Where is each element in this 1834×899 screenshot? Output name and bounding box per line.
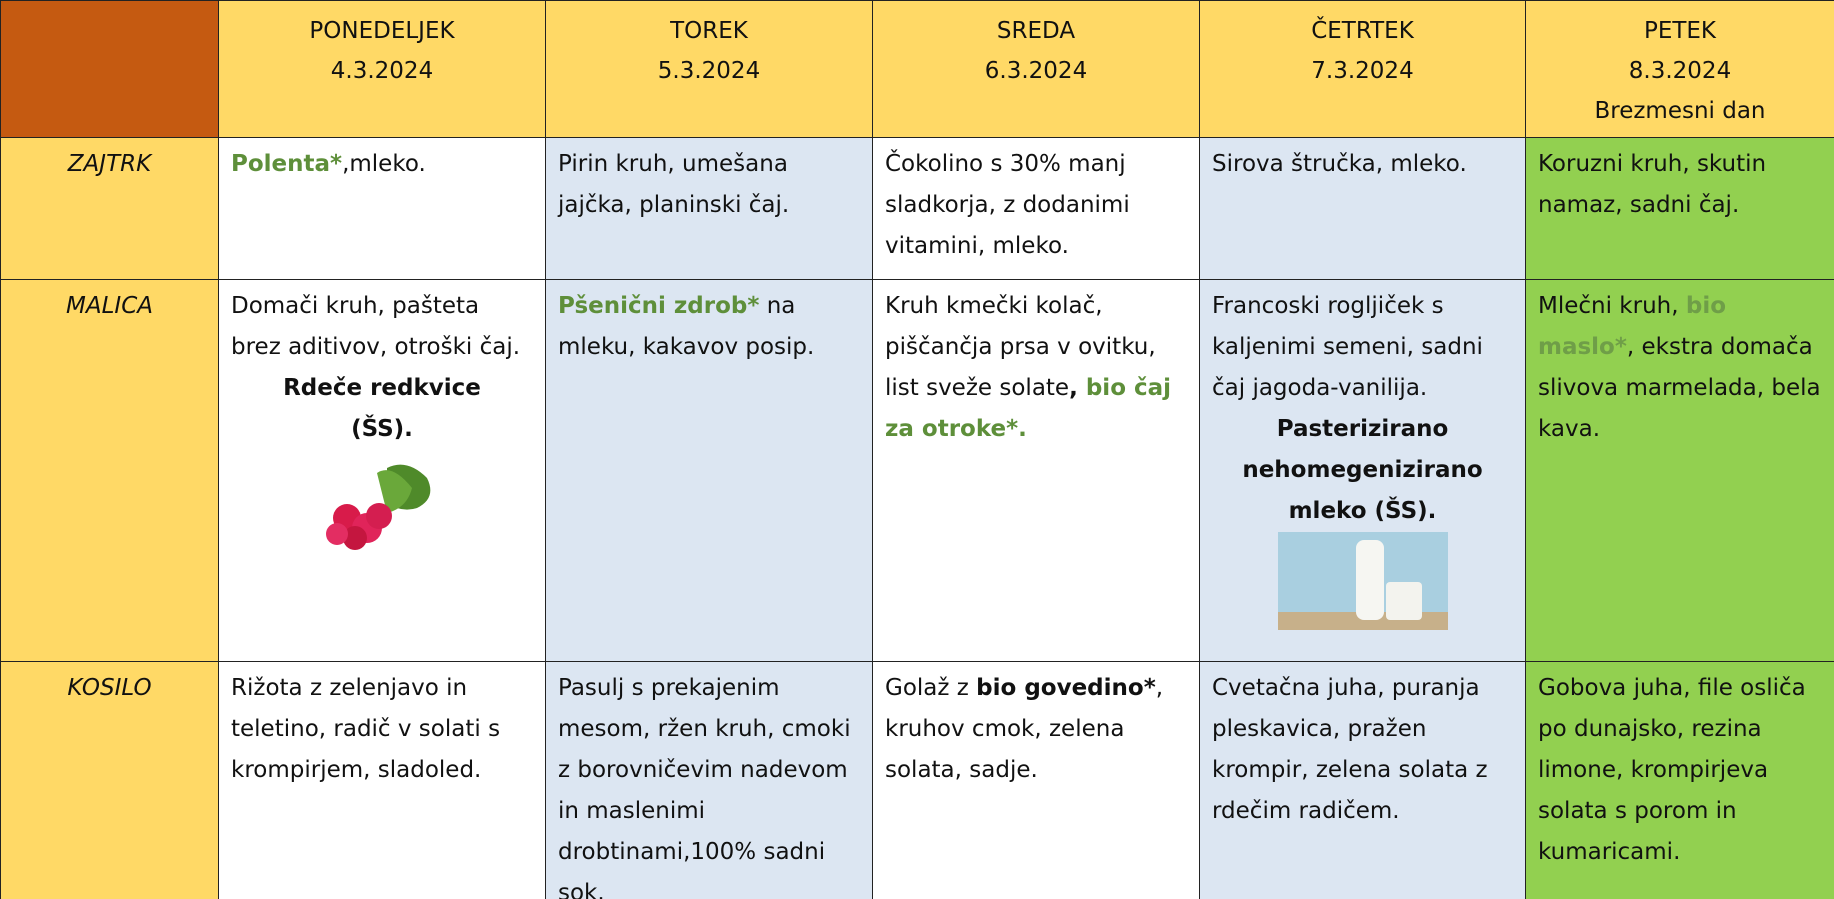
meal-row: MALICA Domači kruh, pašteta brez aditivo… bbox=[0, 279, 1834, 662]
menu-cell: Rižota z zelenjavo in teletino, radič v … bbox=[218, 661, 546, 899]
school-scheme-item: Pasterizirano nehomegenizirano mleko (ŠS… bbox=[1242, 416, 1483, 524]
menu-text: na mleku, kakavov posip. bbox=[558, 293, 815, 360]
menu-cell: Polenta*,mleko. bbox=[218, 137, 546, 280]
menu-text: , kruhov cmok, zelena solata, sadje. bbox=[885, 675, 1164, 783]
day-date: 4.3.2024 bbox=[330, 58, 434, 84]
menu-text: Pasulj s prekajenim mesom, ržen kruh, cm… bbox=[558, 675, 851, 899]
corner-cell bbox=[0, 0, 219, 138]
menu-text: Sirova štručka, mleko. bbox=[1212, 151, 1467, 177]
meal-row: KOSILO Rižota z zelenjavo in teletino, r… bbox=[0, 661, 1834, 899]
menu-text: Gobova juha, file osliča po dunajsko, re… bbox=[1538, 675, 1806, 865]
day-header: SREDA 6.3.2024 bbox=[872, 0, 1200, 138]
day-name: ČETRTEK bbox=[1311, 18, 1414, 44]
day-header: PONEDELJEK 4.3.2024 bbox=[218, 0, 546, 138]
menu-cell: Pasulj s prekajenim mesom, ržen kruh, cm… bbox=[545, 661, 873, 899]
menu-cell: Francoski rogljiček s kaljenimi semeni, … bbox=[1199, 279, 1526, 662]
meal-row: ZAJTRK Polenta*,mleko. Pirin kruh, umeša… bbox=[0, 137, 1834, 280]
menu-text: Mlečni kruh, bbox=[1538, 293, 1686, 319]
day-date: 8.3.2024 bbox=[1628, 58, 1732, 84]
day-header: TOREK 5.3.2024 bbox=[545, 0, 873, 138]
menu-cell: Pirin kruh, umešana jajčka, planinski ča… bbox=[545, 137, 873, 280]
menu-text: , ekstra domača slivova marmelada, bela … bbox=[1538, 334, 1821, 442]
radish-image bbox=[326, 464, 431, 550]
day-name: SREDA bbox=[996, 18, 1076, 44]
menu-cell: Pšenični zdrob* na mleku, kakavov posip. bbox=[545, 279, 873, 662]
day-name: TOREK bbox=[670, 18, 748, 44]
menu-text: Domači kruh, pašteta brez aditivov, otro… bbox=[231, 293, 521, 360]
organic-item: bio maslo* bbox=[1538, 293, 1727, 360]
menu-cell: Kruh kmečki kolač, piščančja prsa v ovit… bbox=[872, 279, 1200, 662]
day-name: PETEK bbox=[1643, 18, 1717, 44]
menu-cell: Domači kruh, pašteta brez aditivov, otro… bbox=[218, 279, 546, 662]
meal-label: MALICA bbox=[0, 279, 219, 662]
menu-text: Golaž z bbox=[885, 675, 977, 701]
day-date: 5.3.2024 bbox=[657, 58, 761, 84]
menu-cell: Mlečni kruh, bio maslo*, ekstra domača s… bbox=[1525, 279, 1834, 662]
school-scheme-item: Rdeče redkvice (ŠS). bbox=[283, 375, 481, 442]
menu-text: Kruh kmečki kolač, piščančja prsa v ovit… bbox=[885, 293, 1156, 401]
organic-item: bio čaj za otroke*. bbox=[885, 375, 1172, 442]
day-note: Brezmesni dan bbox=[1594, 98, 1766, 124]
meal-label: KOSILO bbox=[0, 661, 219, 899]
menu-cell: Gobova juha, file osliča po dunajsko, re… bbox=[1525, 661, 1834, 899]
menu-cell: Koruzni kruh, skutin namaz, sadni čaj. bbox=[1525, 137, 1834, 280]
menu-cell: Cvetačna juha, puranja pleskavica, praže… bbox=[1199, 661, 1526, 899]
organic-item: Polenta* bbox=[231, 151, 343, 177]
menu-text: Rižota z zelenjavo in teletino, radič v … bbox=[231, 675, 501, 783]
menu-text: Francoski rogljiček s kaljenimi semeni, … bbox=[1212, 293, 1483, 401]
day-date: 6.3.2024 bbox=[984, 58, 1088, 84]
menu-cell: Golaž z bio govedino*, kruhov cmok, zele… bbox=[872, 661, 1200, 899]
menu-text: ,mleko. bbox=[342, 151, 426, 177]
milk-image bbox=[1277, 532, 1448, 630]
meal-label: ZAJTRK bbox=[0, 137, 219, 280]
menu-text: Pirin kruh, umešana jajčka, planinski ča… bbox=[558, 151, 790, 218]
menu-text: , bbox=[1069, 375, 1086, 401]
header-row: PONEDELJEK 4.3.2024 TOREK 5.3.2024 SREDA 6.… bbox=[0, 0, 1834, 138]
day-header: ČETRTEK 7.3.2024 bbox=[1199, 0, 1526, 138]
menu-cell: Čokolino s 30% manj sladkorja, z dodanim… bbox=[872, 137, 1200, 280]
day-name: PONEDELJEK bbox=[309, 18, 455, 44]
menu-text: Koruzni kruh, skutin namaz, sadni čaj. bbox=[1538, 151, 1767, 218]
organic-item: Pšenični zdrob* bbox=[558, 293, 760, 319]
day-header: PETEK 8.3.2024 Brezmesni dan bbox=[1525, 0, 1834, 138]
day-date: 7.3.2024 bbox=[1311, 58, 1414, 84]
organic-item: bio govedino* bbox=[976, 675, 1156, 701]
menu-text: Čokolino s 30% manj sladkorja, z dodanim… bbox=[885, 151, 1130, 259]
menu-text: Cvetačna juha, puranja pleskavica, praže… bbox=[1212, 675, 1488, 824]
menu-cell: Sirova štručka, mleko. bbox=[1199, 137, 1526, 280]
